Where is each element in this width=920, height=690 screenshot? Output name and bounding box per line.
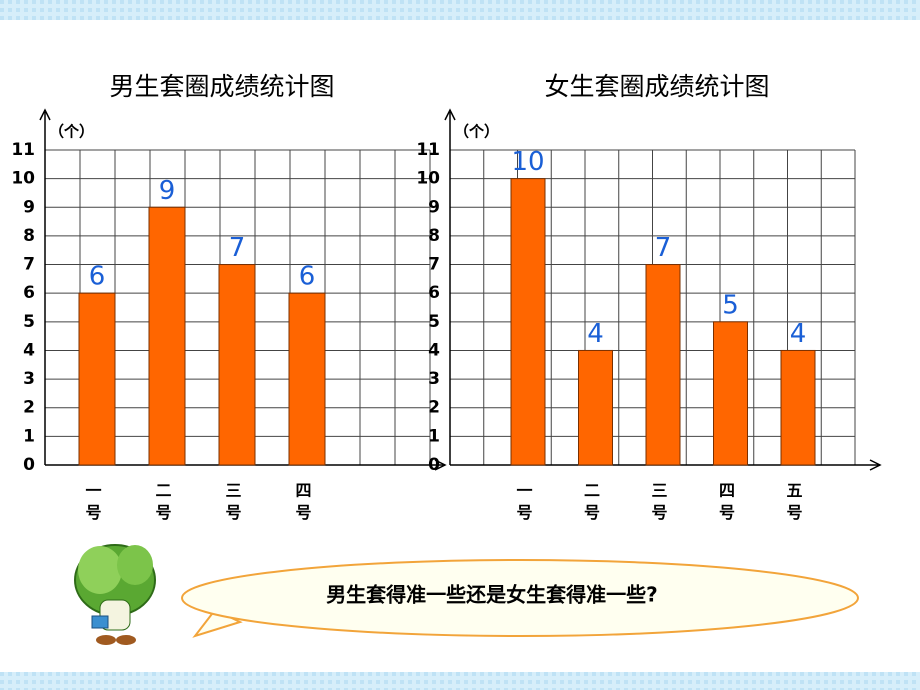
x-tick-label: 四号 [293,482,312,526]
bar [645,264,681,466]
value-label: 9 [159,176,176,206]
value-label: 6 [89,262,106,292]
y-tick-label: 9 [428,197,440,217]
chart-title: 女生套圈成绩统计图 [544,72,769,101]
y-tick-label: 10 [416,169,440,189]
y-axis-arrow [444,108,456,121]
y-tick-label: 2 [428,398,440,418]
value-label: 10 [511,147,544,177]
y-tick-label: 2 [23,398,35,418]
y-axis-arrow [39,108,51,121]
y-tick-label: 5 [23,312,35,332]
value-label: 7 [655,233,672,263]
x-axis-arrow [869,459,882,471]
y-tick-label: 11 [11,140,35,160]
value-label: 6 [299,262,316,292]
y-tick-label: 0 [23,455,35,475]
x-tick-label: 四号 [716,482,735,526]
y-tick-label: 6 [428,283,440,303]
x-tick-label: 一号 [514,482,533,526]
y-axis-label: （个） [454,123,499,141]
bar [578,349,613,466]
top-band [0,0,920,20]
y-tick-label: 9 [23,197,35,217]
y-tick-label: 6 [23,283,35,303]
value-label: 4 [790,319,807,349]
y-tick-label: 7 [428,255,440,275]
y-axis-label: （个） [49,123,94,141]
question: 男生套得准一些还是女生套得准一些? [326,583,658,607]
bottom-band [0,672,920,690]
y-tick-label: 4 [428,340,440,360]
bar [78,292,116,466]
value-label: 5 [722,290,739,320]
x-tick-label: 一号 [83,482,102,526]
bar [510,178,546,466]
y-tick-label: 0 [428,455,440,475]
bar [713,321,748,466]
x-tick-label: 二号 [153,482,172,526]
speech-bubble: 男生套得准一些还是女生套得准一些? [181,559,859,638]
y-tick-label: 1 [23,426,35,446]
x-tick-label: 二号 [581,482,600,526]
value-label: 7 [229,233,246,263]
bar [148,206,186,466]
y-tick-label: 1 [428,426,440,446]
y-tick-label: 10 [11,169,35,189]
y-tick-label: 7 [23,255,35,275]
y-tick-label: 8 [23,226,35,246]
bar [288,292,326,466]
cabbage-mascot [74,544,156,645]
y-tick-label: 5 [428,312,440,332]
bar [780,349,816,466]
y-tick-label: 8 [428,226,440,246]
value-label: 4 [587,319,604,349]
chart-title: 男生套圈成绩统计图 [109,72,334,101]
y-tick-label: 3 [23,369,35,389]
x-axis-arrow [434,459,447,471]
x-tick-label: 三号 [649,482,668,526]
y-tick-label: 3 [428,369,440,389]
y-tick-label: 11 [416,140,440,160]
bar [218,264,256,466]
x-tick-label: 五号 [784,482,803,526]
x-tick-label: 三号 [223,482,242,526]
y-tick-label: 4 [23,340,35,360]
